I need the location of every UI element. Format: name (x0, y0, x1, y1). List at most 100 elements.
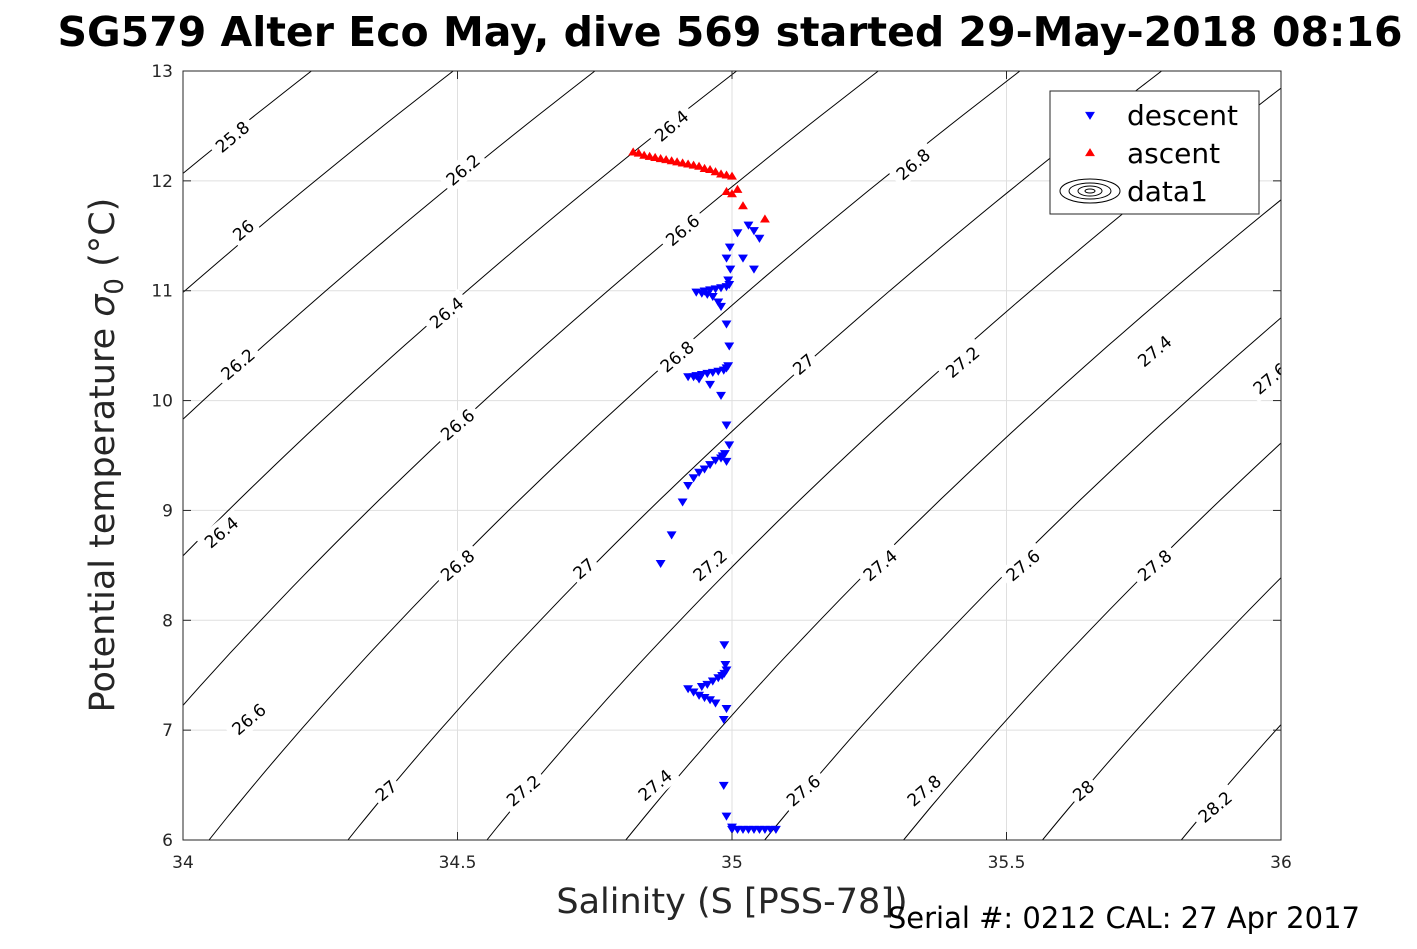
descent-point (721, 320, 732, 329)
descent-point (718, 781, 729, 790)
density-contour-line (183, 71, 596, 420)
descent-point (725, 265, 736, 274)
descent-point (688, 474, 699, 483)
y-tick-label: 8 (162, 611, 173, 631)
density-contour-line (183, 71, 455, 294)
legend-contour-icon (1077, 185, 1103, 197)
descent-point (743, 221, 754, 230)
chart-title: SG579 Alter Eco May, dive 569 started 29… (58, 8, 1403, 56)
legend: descent ascent data1 (1049, 90, 1260, 215)
descent-point (749, 227, 759, 236)
contour-label-bg (421, 288, 472, 337)
contour-label-bg (777, 766, 829, 815)
ascent-point (716, 169, 726, 178)
contour-label-bg (195, 508, 247, 557)
descent-point (705, 380, 715, 389)
contour-label-bg (368, 773, 404, 809)
contour-label-bg (212, 340, 264, 389)
serial-calibration-note: Serial #: 0212 CAL: 27 Apr 2017 (888, 901, 1360, 935)
ascent-point (721, 170, 732, 179)
ascent-point (677, 158, 688, 167)
y-tick-label: 11 (151, 282, 173, 302)
ascent-point (727, 171, 737, 180)
descent-point (696, 371, 707, 380)
ascent-point (699, 163, 710, 172)
descent-point (705, 286, 715, 295)
descent-point (705, 696, 715, 705)
descent-point (723, 362, 734, 371)
descent-point (691, 288, 702, 297)
legend-label: descent (1127, 99, 1238, 132)
contour-label-bg (206, 113, 258, 161)
contour-label-bg (437, 146, 489, 194)
contour-label-bg (629, 761, 681, 809)
y-axis-label: Potential temperature σ0 (°C) (83, 198, 130, 713)
ascent-point (639, 150, 650, 159)
ascent-point (672, 157, 683, 166)
ascent-point (688, 160, 699, 169)
descent-point (724, 342, 735, 351)
ascent-series (628, 147, 770, 223)
descent-point (683, 373, 694, 382)
descent-point (719, 450, 730, 459)
contour-label-bg (651, 332, 703, 381)
descent-point (719, 641, 730, 650)
contour-label-bg (1065, 773, 1102, 809)
contour-label-bg (785, 346, 822, 382)
x-axis-label: Salinity (S [PSS-78]) (556, 882, 907, 922)
descent-point (707, 677, 718, 686)
descent-point (724, 441, 735, 450)
contour-label-bg (1129, 541, 1181, 590)
descent-point (683, 685, 694, 694)
contour-label-bg (937, 338, 989, 386)
descent-point (696, 683, 707, 692)
descent-point (707, 293, 718, 302)
ascent-point (655, 153, 666, 163)
descent-point (699, 465, 710, 474)
descent-point (720, 661, 731, 670)
descent-point (705, 461, 715, 470)
y-tick-label: 10 (151, 392, 173, 412)
contour-label-bg (497, 766, 549, 815)
contour-label-group: 26 (225, 212, 262, 248)
descent-point (721, 254, 732, 263)
descent-point (702, 680, 713, 689)
x-tick-label: 35.5 (988, 853, 1026, 873)
descent-point (732, 229, 743, 238)
density-contour-line (208, 71, 1021, 840)
ascent-point (705, 164, 715, 174)
descent-point (724, 243, 735, 252)
ascent-point (628, 147, 639, 156)
contour-label-bg (432, 541, 483, 590)
contour-label-bg (432, 400, 483, 449)
x-tick-label: 34 (172, 853, 194, 873)
descent-point (702, 369, 713, 379)
descent-point (721, 421, 732, 430)
y-tick-label: 7 (162, 721, 173, 741)
ascent-point (666, 156, 677, 165)
descent-point (707, 368, 718, 377)
y-tick-label: 13 (151, 62, 173, 82)
y-tick-label: 9 (162, 501, 173, 521)
ascent-point (694, 161, 704, 170)
descent-point (699, 694, 710, 703)
contour-label-bg (684, 541, 736, 590)
x-tick-label: 34.5 (439, 853, 477, 873)
contour-label-bg (1129, 327, 1181, 375)
contour-label-bg (223, 695, 275, 744)
legend-label: data1 (1127, 175, 1208, 208)
x-tick-label: 36 (1270, 853, 1292, 873)
ascent-point (644, 151, 655, 160)
descent-point (716, 284, 726, 293)
descent-point (721, 704, 732, 714)
descent-point (770, 825, 781, 834)
descent-point (677, 498, 688, 507)
descent-point (694, 468, 704, 477)
legend-marker (1085, 111, 1095, 120)
contour-label-bg (657, 206, 709, 255)
contour-label-bg (997, 541, 1049, 590)
descent-point (749, 265, 759, 274)
ascent-point (732, 184, 743, 193)
